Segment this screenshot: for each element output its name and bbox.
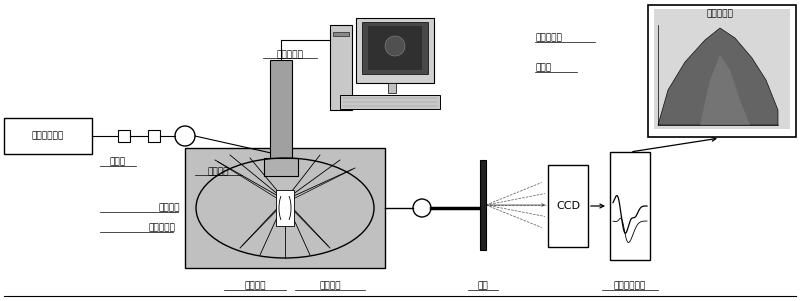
Bar [330,25,352,110]
Text: 荧光光纤: 荧光光纤 [319,281,341,290]
Bar [4,118,92,154]
Bar [340,95,440,109]
Polygon shape [700,55,750,125]
Text: 荧光全光谱: 荧光全光谱 [535,33,562,42]
Text: CCD: CCD [556,201,580,211]
Text: 显微摄像机: 显微摄像机 [277,51,303,60]
Bar [368,26,422,70]
Polygon shape [658,28,778,125]
Bar [548,165,588,247]
Bar [270,60,292,160]
Text: 耦合透镜: 耦合透镜 [244,281,266,290]
Bar [276,190,294,226]
Bar [362,22,428,74]
Bar [264,158,298,176]
Text: 荧光全光谱: 荧光全光谱 [706,10,734,18]
Bar [648,5,796,137]
Text: 可调谐激光器: 可调谐激光器 [32,132,64,141]
Bar [356,18,434,83]
Bar [654,9,790,129]
Text: 椭球样品池: 椭球样品池 [148,224,175,232]
Text: 样品平台: 样品平台 [158,203,180,213]
Bar [610,152,650,260]
Bar [118,130,130,142]
Bar [388,83,396,93]
Text: 激发光纤: 激发光纤 [207,167,229,176]
Bar [148,130,160,142]
Text: 二维荧光光谱: 二维荧光光谱 [614,281,646,290]
Text: 显微摄: 显微摄 [535,64,551,73]
Text: 耦合器: 耦合器 [110,157,126,166]
Bar [333,32,349,36]
Bar [185,148,385,268]
Circle shape [385,36,405,56]
Bar [480,160,486,250]
Text: 光栅: 光栅 [478,281,488,290]
